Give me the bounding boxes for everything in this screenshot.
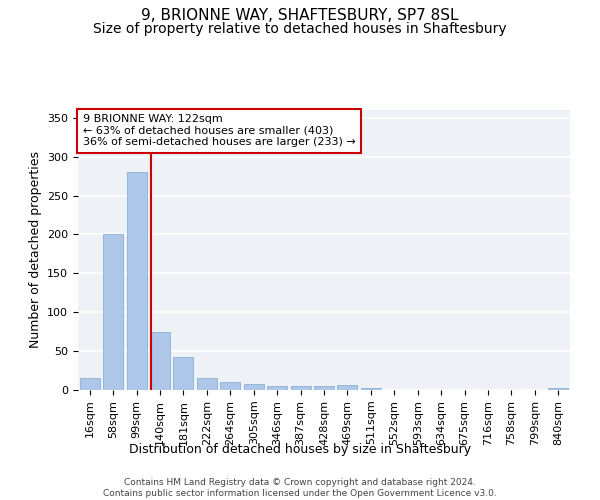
Bar	[244, 384, 263, 390]
Bar	[220, 382, 240, 390]
Bar	[548, 388, 568, 390]
Bar	[361, 388, 381, 390]
Bar	[337, 386, 358, 390]
Bar	[80, 378, 100, 390]
Text: Contains HM Land Registry data © Crown copyright and database right 2024.
Contai: Contains HM Land Registry data © Crown c…	[103, 478, 497, 498]
Bar	[314, 386, 334, 390]
Bar	[290, 386, 311, 390]
Text: 9 BRIONNE WAY: 122sqm
← 63% of detached houses are smaller (403)
36% of semi-det: 9 BRIONNE WAY: 122sqm ← 63% of detached …	[83, 114, 356, 148]
Bar	[197, 378, 217, 390]
Bar	[173, 358, 193, 390]
Text: Size of property relative to detached houses in Shaftesbury: Size of property relative to detached ho…	[93, 22, 507, 36]
Y-axis label: Number of detached properties: Number of detached properties	[29, 152, 41, 348]
Text: 9, BRIONNE WAY, SHAFTESBURY, SP7 8SL: 9, BRIONNE WAY, SHAFTESBURY, SP7 8SL	[141, 8, 459, 22]
Bar	[150, 332, 170, 390]
Bar	[267, 386, 287, 390]
Text: Distribution of detached houses by size in Shaftesbury: Distribution of detached houses by size …	[129, 442, 471, 456]
Bar	[103, 234, 123, 390]
Bar	[127, 172, 146, 390]
